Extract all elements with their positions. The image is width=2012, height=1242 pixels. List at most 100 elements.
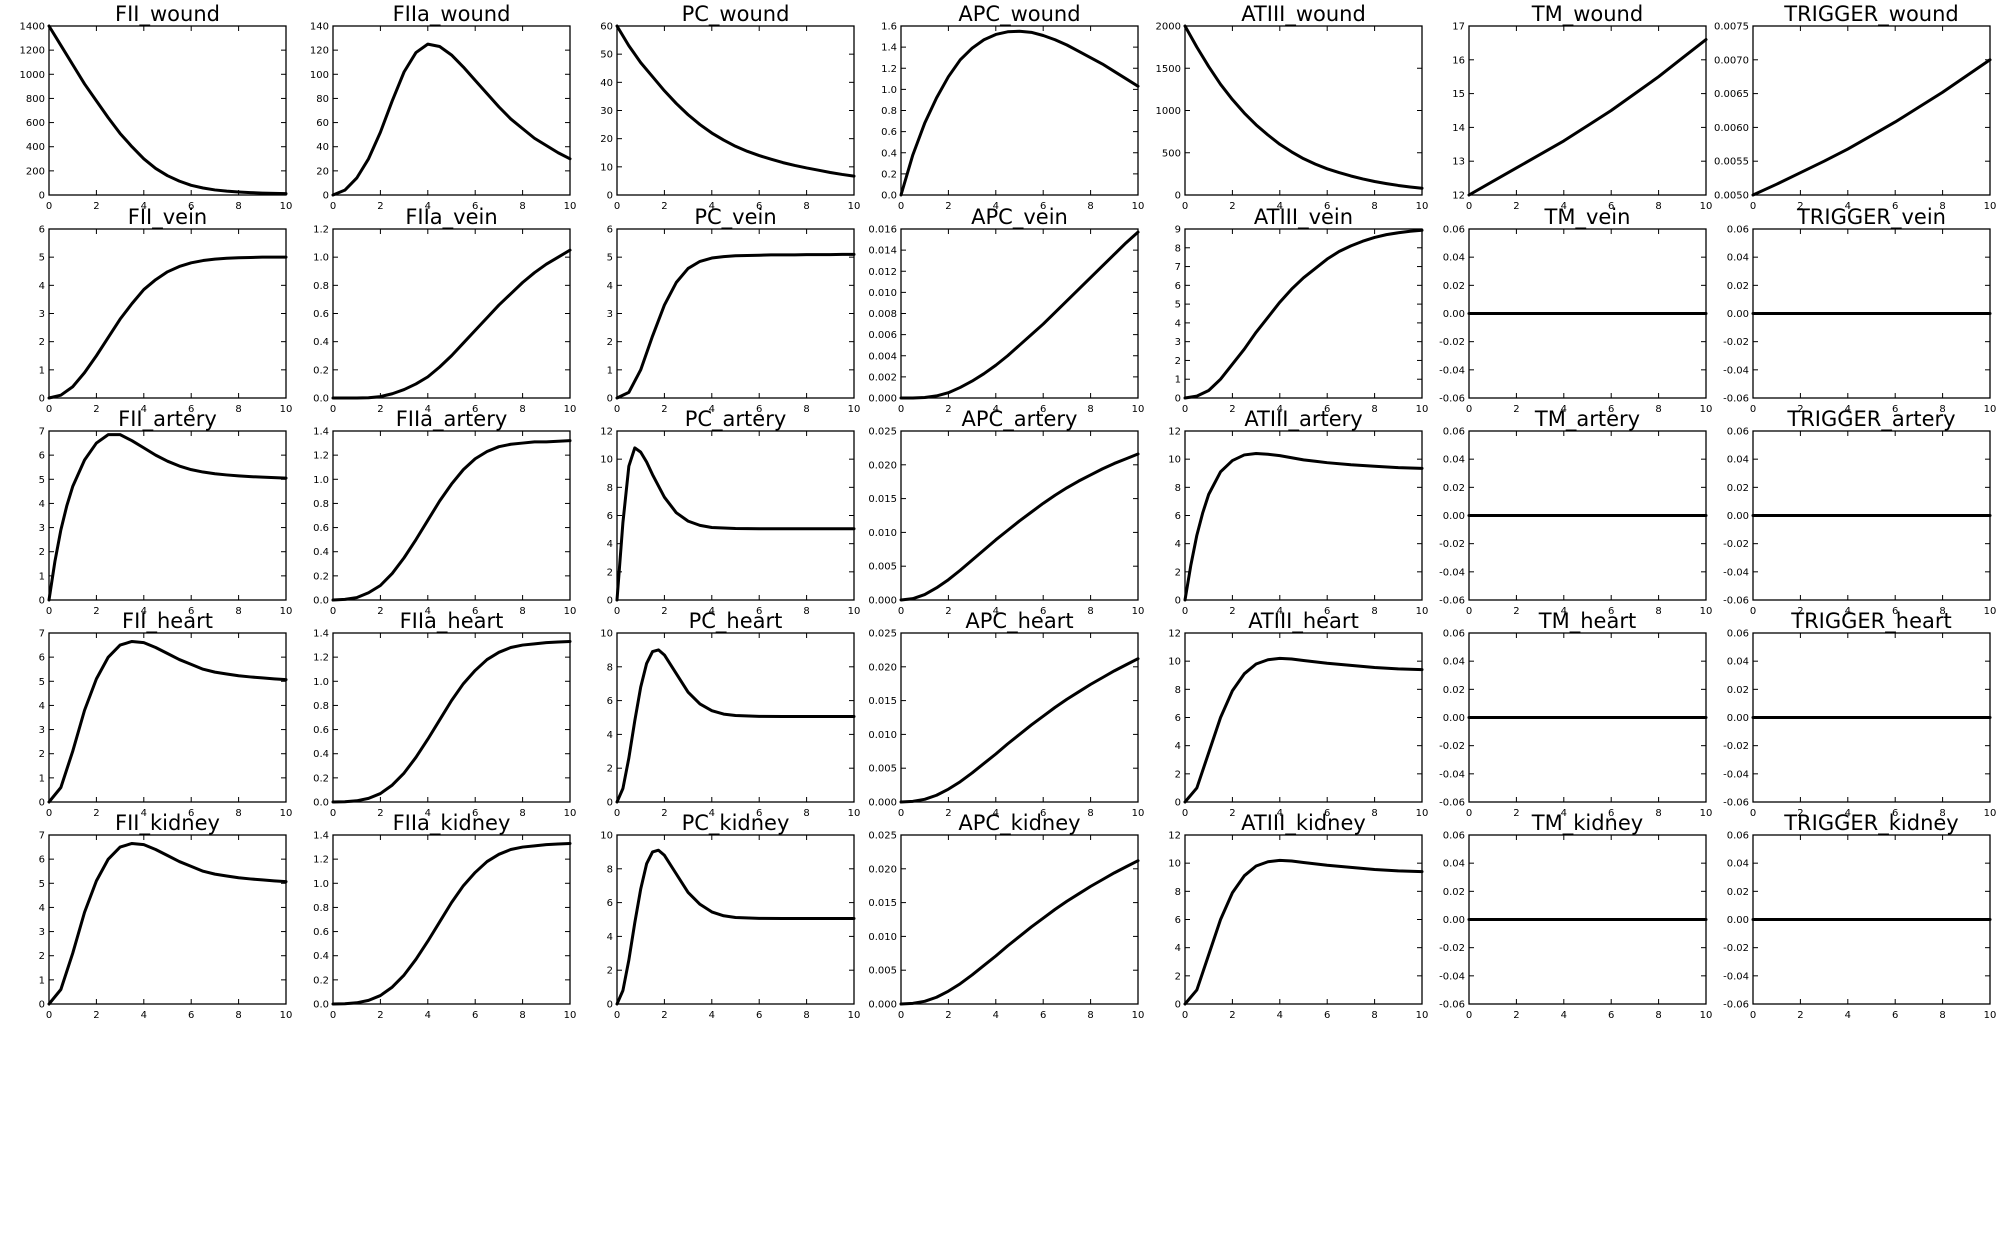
x-tick-label: 10: [1416, 606, 1429, 617]
plot-frame: [616, 430, 855, 601]
x-tick-label: 10: [564, 201, 577, 212]
x-tick-label: 6: [756, 808, 762, 819]
x-tick-label: 6: [756, 606, 762, 617]
y-tick-label: 60: [316, 118, 329, 129]
x-tick-label: 0: [1750, 201, 1756, 212]
y-tick-label: 0.02: [1443, 685, 1465, 696]
y-tick-label: 1: [39, 975, 45, 986]
y-tick-label: 6: [607, 696, 613, 707]
x-tick-label: 8: [235, 404, 241, 415]
x-tick-label: 8: [519, 606, 525, 617]
y-tick-label: 1000: [20, 70, 45, 81]
x-tick-label: 4: [141, 1010, 147, 1021]
y-tick-label: 0.06: [1443, 225, 1465, 236]
x-tick-label: 8: [1655, 808, 1661, 819]
y-tick-label: 0: [607, 191, 613, 202]
subplot-pc-artery: 0 2 4 6 8 10 0 2 4 6 8 10 12 PC_artery: [600, 407, 860, 617]
y-tick-label: -0.06: [1439, 394, 1465, 405]
y-tick-label: 6: [1175, 511, 1181, 522]
x-tick-label: 2: [945, 606, 951, 617]
y-tick-label: 0.04: [1727, 455, 1749, 466]
subplot-fii-vein: 0 2 4 6 8 10 0 1 2 3 4 5 6 FII_vein: [39, 205, 293, 415]
subplot-apc-artery: 0 2 4 6 8 10 0.000 0.005 0.010 0.015 0.020 0.025 APC…: [868, 407, 1144, 617]
x-tick-label: 4: [141, 201, 147, 212]
x-tick-label: 10: [280, 201, 293, 212]
y-tick-label: 1.0: [313, 677, 329, 688]
x-tick-label: 8: [519, 1010, 525, 1021]
y-tick-label: 5: [39, 677, 45, 688]
chart-title: FIIa_artery: [396, 407, 508, 432]
subplot-tm-heart: 0 2 4 6 8 10 -0.06 -0.04 -0.02 0.00 0.02 0.04 0.06 TM…: [1439, 609, 1712, 819]
y-tick-label: 0.6: [313, 523, 329, 534]
y-tick-label: 0.06: [1727, 427, 1749, 438]
series-line: [1183, 858, 1424, 1006]
x-tick-label: 6: [1892, 201, 1898, 212]
plot-frame: [900, 430, 1139, 601]
subplot-tm-kidney: 0 2 4 6 8 10 -0.06 -0.04 -0.02 0.00 0.02 0.04 0.06 TM…: [1439, 811, 1712, 1021]
x-tick-label: 2: [1513, 808, 1519, 819]
y-tick-label: 6: [1175, 281, 1181, 292]
y-tick-label: 0.005: [868, 764, 897, 775]
y-tick-label: 0.04: [1727, 253, 1749, 264]
subplot-apc-heart: 0 2 4 6 8 10 0.000 0.005 0.010 0.015 0.020 0.025 APC…: [868, 609, 1144, 819]
y-tick-label: 0.010: [868, 932, 897, 943]
y-tick-label: 7: [39, 427, 45, 438]
y-tick-label: 0.4: [313, 749, 329, 760]
chart-title: TM_kidney: [1531, 811, 1643, 836]
x-tick-label: 6: [472, 404, 478, 415]
chart-title: PC_vein: [694, 205, 776, 230]
x-tick-label: 2: [377, 404, 383, 415]
x-tick-label: 6: [1040, 1010, 1046, 1021]
y-tick-label: -0.06: [1723, 596, 1749, 607]
y-tick-label: 140: [310, 22, 329, 33]
y-tick-label: 1: [39, 773, 45, 784]
y-tick-label: 0.8: [313, 903, 329, 914]
series-line: [615, 648, 856, 804]
x-tick-label: 2: [661, 606, 667, 617]
x-tick-label: 0: [46, 606, 52, 617]
y-tick-label: 8: [607, 662, 613, 673]
chart-title: TRIGGER_kidney: [1783, 811, 1959, 836]
series-line: [1183, 656, 1424, 804]
x-tick-label: 10: [1700, 606, 1713, 617]
y-tick-label: 0.016: [868, 225, 897, 236]
plot-frame: [900, 25, 1139, 196]
y-tick-label: 6: [1175, 915, 1181, 926]
y-tick-label: 6: [39, 855, 45, 866]
y-tick-label: 120: [310, 46, 329, 57]
y-tick-label: 12: [1168, 831, 1181, 842]
y-tick-label: 0.0055: [1714, 157, 1749, 168]
chart-title: FII_kidney: [115, 811, 220, 836]
x-tick-label: 10: [1984, 1010, 1997, 1021]
y-tick-label: 0.005: [868, 562, 897, 573]
y-tick-label: 0.00: [1443, 511, 1465, 522]
x-tick-label: 0: [330, 404, 336, 415]
x-tick-label: 8: [1939, 1010, 1945, 1021]
y-tick-label: 0.02: [1443, 281, 1465, 292]
y-tick-label: 0.4: [881, 148, 897, 159]
y-tick-label: 0: [607, 394, 613, 405]
chart-title: FIIa_heart: [400, 609, 504, 634]
x-tick-label: 0: [330, 606, 336, 617]
x-tick-label: 2: [1513, 404, 1519, 415]
x-tick-label: 2: [1229, 404, 1235, 415]
y-tick-label: -0.06: [1723, 394, 1749, 405]
x-tick-label: 10: [280, 808, 293, 819]
x-tick-label: 2: [945, 404, 951, 415]
x-tick-label: 10: [1984, 606, 1997, 617]
x-tick-label: 6: [1892, 808, 1898, 819]
y-tick-label: -0.02: [1439, 539, 1465, 550]
y-tick-label: 0.2: [313, 975, 329, 986]
y-tick-label: 1.4: [313, 427, 329, 438]
plot-frame: [900, 228, 1139, 399]
subplot-trigger-wound: 0 2 4 6 8 10 0.0050 0.0055 0.0060 0.0065 0.0070 0.0…: [1714, 2, 1996, 212]
y-tick-label: 1500: [1156, 64, 1181, 75]
y-tick-label: 0.015: [868, 696, 897, 707]
chart-title: PC_artery: [685, 407, 787, 432]
y-tick-label: 10: [1168, 455, 1181, 466]
x-tick-label: 4: [425, 1010, 431, 1021]
y-tick-label: -0.04: [1439, 567, 1465, 578]
x-tick-label: 0: [46, 404, 52, 415]
x-tick-label: 4: [709, 606, 715, 617]
chart-title: FIIa_vein: [405, 205, 497, 230]
